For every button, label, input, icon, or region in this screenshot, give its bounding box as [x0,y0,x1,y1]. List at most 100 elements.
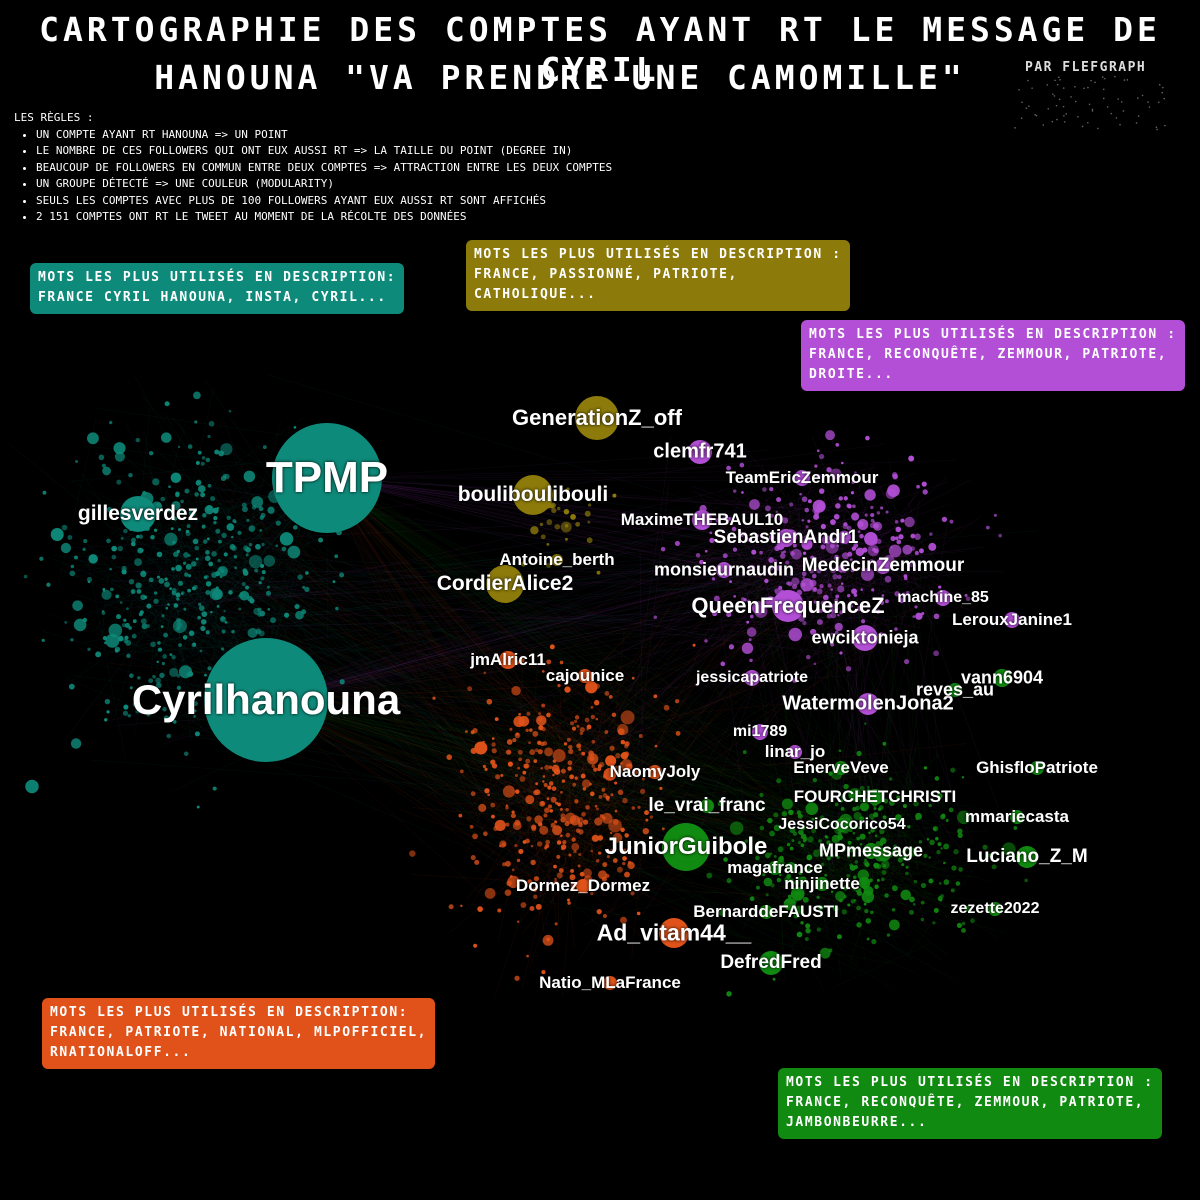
network-node [432,696,436,700]
network-node [539,522,544,527]
network-node [275,544,279,548]
network-edge [859,551,964,561]
network-edge [265,699,867,829]
network-edge [766,530,795,809]
network-node [762,487,767,492]
network-node [826,467,832,473]
network-node [887,851,894,858]
network-node [953,849,959,855]
network-node [247,627,258,638]
network-node [854,471,857,475]
network-node [849,558,853,562]
network-node [64,620,68,624]
decor-dot [1046,84,1049,86]
network-node [912,903,916,906]
network-edge [221,415,328,693]
network-node [113,442,126,455]
network-node [552,773,555,777]
network-node [763,877,773,887]
network-edge [847,821,972,940]
network-node [580,773,586,779]
network-edge [286,595,828,658]
network-edge [830,753,941,857]
network-edge [499,846,667,882]
decor-dot [1091,110,1094,112]
network-node [964,905,971,912]
network-node [339,572,345,578]
network-edge [762,586,920,658]
network-node [123,618,127,622]
network-edge [822,762,826,782]
network-node [542,934,554,946]
network-node [842,849,846,852]
network-node [862,792,867,796]
network-edge [823,814,887,827]
account-node [988,902,1002,916]
network-edge [751,515,872,547]
network-node [570,721,575,726]
network-node [487,793,491,797]
network-node [857,846,860,850]
network-node [221,629,226,634]
network-edge [725,521,800,884]
network-node [542,670,545,673]
network-node [864,489,876,501]
network-node [814,864,820,870]
network-node [557,802,561,807]
network-node [593,699,600,706]
network-edge [67,562,143,567]
network-edge [469,669,620,808]
network-node [801,571,807,577]
network-edge [251,492,894,604]
network-edge [468,661,823,797]
network-edge [722,620,812,625]
network-edge [538,853,558,890]
network-node [890,546,893,549]
network-edge [852,463,875,499]
network-edge [77,572,183,619]
network-node [1024,878,1028,883]
network-node [830,890,834,893]
network-node [866,937,870,941]
network-node [729,821,744,835]
network-node [822,852,825,856]
network-edge [240,508,630,778]
network-node [935,836,939,841]
network-edge [754,465,827,578]
network-edge [326,477,850,512]
network-node [633,774,637,777]
network-edge [77,416,306,572]
network-node [533,759,538,763]
network-edge [503,652,856,882]
account-label: cajounice [545,666,625,685]
network-edge [326,477,909,781]
network-edge [502,678,666,865]
network-node [913,879,918,884]
network-node [837,574,842,580]
network-edge [206,557,494,838]
network-node [957,832,963,839]
network-edge [265,699,786,957]
network-node [755,855,760,861]
network-edge [520,625,674,803]
network-edge [555,780,599,788]
network-node [928,878,934,884]
network-node [949,519,954,524]
network-node [817,904,824,911]
network-edge [777,547,872,631]
network-edge [497,760,537,942]
network-node [533,876,540,882]
network-edge [265,699,830,874]
network-edge [74,537,255,578]
network-edge [290,590,532,811]
network-edge [400,809,641,900]
network-node [851,588,858,595]
network-node [448,904,454,910]
network-node [554,523,561,530]
network-node [791,577,800,586]
network-node [859,533,864,539]
network-node [602,914,607,919]
network-node [542,741,548,746]
network-edge [326,477,769,884]
network-node [519,776,526,782]
